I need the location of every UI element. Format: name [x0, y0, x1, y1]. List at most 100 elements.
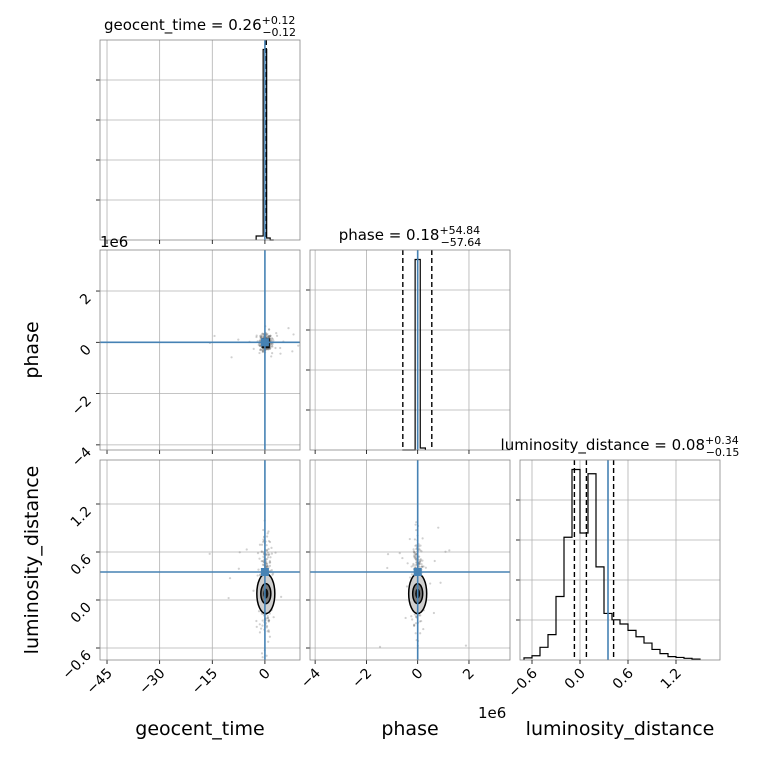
- sample-point: [259, 349, 262, 352]
- sample-point: [258, 543, 262, 546]
- panel-frame: [519, 459, 721, 661]
- sample-point: [432, 611, 436, 615]
- sample-point: [415, 557, 418, 561]
- sample-point: [258, 344, 261, 347]
- sample-point: [419, 558, 422, 561]
- sample-point: [255, 335, 258, 339]
- sample-point: [265, 347, 269, 351]
- sample-point: [415, 547, 418, 551]
- sample-point: [413, 538, 417, 541]
- sample-point: [268, 619, 271, 622]
- y-tick-label: 1.2: [68, 504, 95, 531]
- sample-point: [257, 343, 260, 347]
- sample-point: [414, 558, 418, 561]
- sample-point: [413, 556, 416, 559]
- sample-point: [421, 565, 424, 568]
- sample-point: [269, 556, 272, 559]
- sample-point: [422, 565, 425, 568]
- sample-point: [270, 344, 273, 348]
- sample-point: [270, 552, 274, 555]
- sample-point: [258, 631, 262, 634]
- sample-point: [258, 351, 261, 355]
- sample-point: [419, 614, 422, 617]
- y-tick-label: 2: [77, 291, 95, 309]
- sample-point: [266, 332, 269, 336]
- sample-point: [267, 348, 270, 351]
- y-tick-label: −4: [69, 444, 95, 470]
- title-minus-err: −57.64: [441, 236, 482, 249]
- sample-point: [424, 566, 427, 569]
- sample-point: [260, 336, 263, 339]
- title-minus-err: −0.12: [262, 26, 296, 39]
- sample-point: [420, 550, 423, 553]
- sample-point: [267, 335, 270, 338]
- sample-point: [386, 552, 390, 556]
- truth-marker: [413, 568, 422, 576]
- sample-point: [267, 619, 270, 622]
- sample-point: [405, 585, 409, 588]
- sample-point: [271, 343, 274, 346]
- sample-point: [270, 355, 273, 358]
- sample-point: [265, 553, 268, 556]
- sample-point: [260, 334, 264, 338]
- sample-point: [260, 543, 264, 546]
- sample-point: [268, 335, 271, 338]
- sample-point: [245, 548, 248, 551]
- sample-point: [268, 335, 271, 338]
- sample-point: [404, 616, 407, 620]
- sample-point: [267, 328, 271, 331]
- sample-point: [258, 623, 261, 626]
- x-axis-label: geocent_time: [135, 718, 264, 740]
- histogram-step: [523, 468, 701, 660]
- sample-point: [378, 645, 382, 648]
- sample-point: [418, 555, 421, 558]
- sample-point: [418, 566, 421, 569]
- sample-point: [266, 551, 270, 554]
- sample-point: [255, 625, 258, 628]
- sample-point: [265, 617, 268, 620]
- sample-point: [258, 339, 262, 342]
- sample-point: [279, 346, 282, 350]
- sample-point: [272, 339, 275, 342]
- sample-point: [270, 569, 273, 572]
- sample-point: [270, 337, 274, 340]
- sample-point: [261, 332, 264, 335]
- sample-point: [412, 562, 415, 566]
- sample-point: [260, 348, 264, 352]
- sample-point: [413, 613, 416, 616]
- sample-point: [268, 553, 271, 556]
- sample-point: [413, 624, 416, 627]
- sample-point: [262, 538, 265, 541]
- x-tick-label: −30: [136, 666, 168, 698]
- sample-point: [268, 635, 272, 638]
- sample-point: [261, 656, 264, 659]
- sample-point: [266, 336, 269, 339]
- sample-point: [265, 336, 268, 339]
- sample-point: [418, 560, 422, 564]
- x-tick-label: 0: [409, 666, 427, 684]
- sample-point: [265, 654, 268, 657]
- sample-point: [292, 333, 295, 336]
- sample-point: [271, 337, 274, 341]
- sample-point: [269, 334, 272, 337]
- panel-frame: [99, 249, 301, 451]
- sample-point: [266, 535, 269, 538]
- sample-point: [419, 544, 422, 547]
- sample-point: [411, 618, 414, 621]
- y-axis-label: luminosity_distance: [21, 466, 43, 655]
- sample-point: [268, 335, 271, 338]
- sample-point: [267, 640, 270, 643]
- sample-point: [433, 559, 436, 563]
- sample-point: [418, 562, 421, 565]
- density-core: [263, 588, 269, 599]
- sample-point: [414, 563, 417, 567]
- sample-point: [267, 334, 270, 338]
- x-tick-label: −4: [298, 665, 324, 691]
- sample-point: [255, 334, 258, 337]
- sample-point: [265, 564, 268, 567]
- x-axis-label: phase: [381, 718, 438, 740]
- sample-point: [265, 333, 268, 336]
- sample-point: [257, 568, 260, 571]
- sample-point: [415, 521, 418, 524]
- sample-point: [414, 622, 418, 625]
